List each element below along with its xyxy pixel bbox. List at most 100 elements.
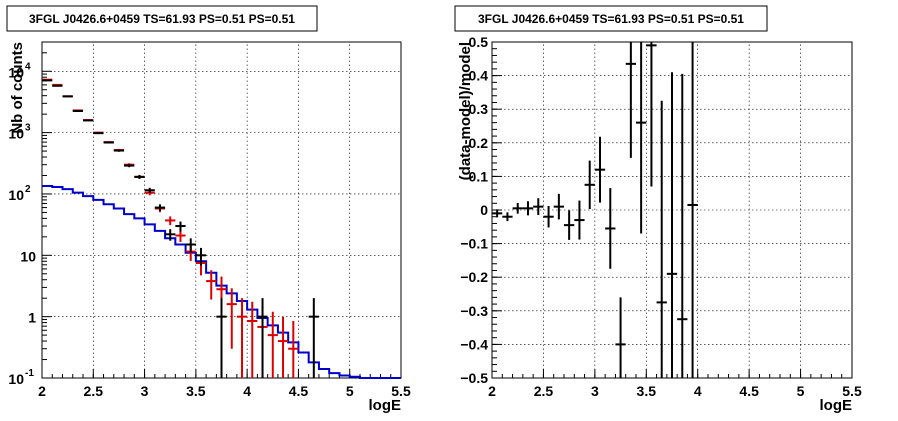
residual-point <box>677 73 688 378</box>
right-chart-panel: 3FGL J0426.6+0459 TS=61.93 PS=0.51 PS=0.… <box>454 5 862 414</box>
right-y-tick-label: −0.4 <box>460 336 488 352</box>
residual-point <box>502 212 513 222</box>
left-y-tick-base: 10 <box>8 64 24 80</box>
data-point <box>154 204 166 212</box>
right-x-tick-label: 4.5 <box>739 383 759 399</box>
left-y-tick-base: 10 <box>20 248 36 264</box>
right-x-tick-label: 4 <box>694 383 702 399</box>
right-y-tick-label: 0.4 <box>469 68 489 84</box>
right-chart-marks <box>492 42 698 378</box>
residual-point <box>636 42 647 234</box>
right-y-tick-label: −0.2 <box>460 269 488 285</box>
left-title-box <box>6 5 318 32</box>
left-x-tick-label: 2.5 <box>84 383 104 399</box>
residual-point <box>553 193 564 220</box>
left-y-tick-label: 10 -1 <box>8 368 34 387</box>
model-point <box>267 311 278 378</box>
residual-point <box>687 42 698 378</box>
right-y-tick-label: 0.3 <box>469 101 489 117</box>
left-y-axis-label: Nb of counts <box>9 42 26 134</box>
residual-point <box>564 210 575 240</box>
residual-point <box>512 202 523 214</box>
residual-point <box>543 205 554 228</box>
right-x-axis-label: logE <box>820 397 853 414</box>
left-y-tick-base: 10 <box>8 371 24 387</box>
right-x-tick-label: 5.5 <box>842 383 862 399</box>
residual-point <box>522 201 534 216</box>
right-y-tick-label: 0.1 <box>469 168 489 184</box>
data-point <box>175 221 186 232</box>
data-point <box>124 164 135 168</box>
right-y-tick-label: −0.1 <box>460 236 488 252</box>
left-x-tick-label: 2 <box>38 383 46 399</box>
left-y-tick-label: 1 <box>28 310 36 326</box>
right-y-axis-label: (data-model)/model <box>457 42 474 180</box>
left-y-tick-exponent: 2 <box>25 184 31 195</box>
right-y-tick-label: 0.5 <box>469 34 489 50</box>
residual-point <box>584 160 595 209</box>
right-x-tick-label: 2 <box>488 383 496 399</box>
data-point <box>257 298 268 378</box>
data-point <box>62 95 73 98</box>
right-y-tick-label: 0.2 <box>469 135 489 151</box>
data-point <box>52 84 63 87</box>
left-x-axis: 2 2.5 3 3.5 4 4.5 5 5.5 <box>38 369 411 399</box>
left-x-tick-label: 5.5 <box>391 383 411 399</box>
right-x-tick-label: 3.5 <box>637 383 657 399</box>
data-point <box>42 79 53 82</box>
data-point <box>216 298 227 378</box>
data-point <box>83 119 94 122</box>
left-y-tick-exponent: 3 <box>25 123 31 134</box>
right-y-tick-label: −0.5 <box>460 370 488 386</box>
data-point <box>113 149 125 152</box>
left-y-tick-base: 1 <box>28 310 36 326</box>
model-point <box>226 288 237 349</box>
right-y-axis: −0.5 −0.4 −0.3 −0.2 −0.1 0 0.1 0.2 0.3 0.4 0.5 <box>460 34 502 386</box>
background-series-line <box>42 184 401 379</box>
data-point <box>308 298 319 378</box>
left-y-tick-exponent: 4 <box>25 61 31 72</box>
data-point <box>103 141 114 144</box>
left-y-tick-label: 10 <box>20 248 36 264</box>
residual-point <box>666 72 678 378</box>
residual-point <box>605 188 616 269</box>
right-x-tick-label: 5 <box>797 383 805 399</box>
residual-point <box>656 100 667 378</box>
left-chart-panel: 3FGL J0426.6+0459 TS=61.93 PS=0.51 PS=0.… <box>6 5 411 414</box>
data-point <box>134 174 145 179</box>
left-y-tick-base: 10 <box>8 126 24 142</box>
data-point <box>195 247 207 266</box>
left-y-tick-label: 10 4 <box>8 61 31 80</box>
left-y-tick-exponent: -1 <box>25 368 34 379</box>
left-chart-marks <box>42 78 401 379</box>
residual-point <box>533 198 544 216</box>
left-y-tick-base: 10 <box>8 187 24 203</box>
right-y-tick-label: 0 <box>480 202 488 218</box>
model-point <box>165 216 176 226</box>
left-x-tick-label: 3.5 <box>186 383 206 399</box>
left-x-tick-label: 3 <box>141 383 149 399</box>
data-point <box>185 238 196 253</box>
right-x-tick-label: 3 <box>591 383 599 399</box>
left-y-tick-label: 10 3 <box>8 123 31 142</box>
right-x-axis: 2 2.5 3 3.5 4 4.5 5 5.5 <box>488 369 862 399</box>
residual-point <box>646 42 657 187</box>
left-y-tick-label: 10 2 <box>8 184 31 203</box>
data-point <box>165 229 176 241</box>
model-point <box>277 316 289 378</box>
left-x-tick-label: 4.5 <box>289 383 309 399</box>
right-x-tick-label: 2.5 <box>534 383 554 399</box>
model-point <box>288 320 299 378</box>
right-title-box <box>454 5 768 32</box>
residual-point <box>625 42 636 158</box>
model-point <box>206 270 217 300</box>
left-chart-title: 3FGL J0426.6+0459 TS=61.93 PS=0.51 PS=0.… <box>29 12 295 26</box>
residual-point <box>615 297 626 378</box>
left-x-tick-label: 4 <box>243 383 251 399</box>
data-point <box>93 132 104 135</box>
residual-point <box>574 200 585 240</box>
data-point <box>72 110 84 113</box>
left-x-axis-label: logE <box>369 397 402 414</box>
